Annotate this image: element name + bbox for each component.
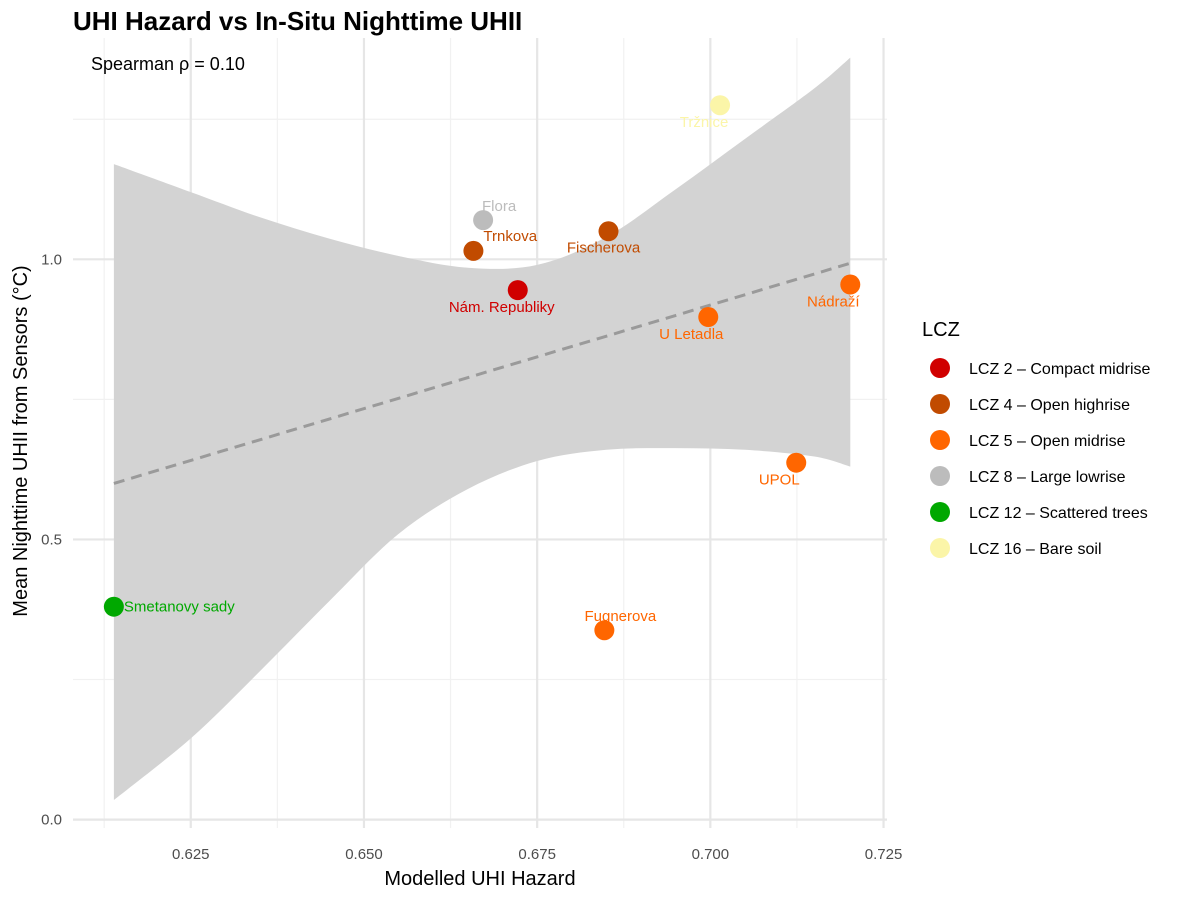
data-point (507, 280, 528, 301)
point-label: Trnkova (483, 228, 537, 245)
point-label: Fugnerova (584, 608, 656, 625)
confidence-band (113, 57, 851, 801)
data-points: Smetanovy sady Trnkova Flora Nám. Republiky… (103, 95, 861, 641)
data-point (698, 307, 719, 328)
data-point (594, 620, 615, 641)
data-point (473, 210, 494, 231)
legend-item-label: LCZ 4 – Open highrise (969, 397, 1130, 414)
chart-title: UHI Hazard vs In-Situ Nighttime UHII (73, 6, 522, 36)
legend-item-label: LCZ 12 – Scattered trees (969, 505, 1148, 522)
point-label: Nádraží (807, 294, 860, 311)
spearman-annotation: Spearman ρ = 0.10 (91, 54, 245, 74)
point-label: Nám. Republiky (449, 299, 555, 316)
x-tick-label: 0.725 (865, 846, 903, 863)
legend-swatch (930, 358, 950, 378)
legend-swatch (930, 394, 950, 414)
data-point (103, 596, 124, 617)
y-tick-label: 1.0 (41, 251, 62, 268)
legend-swatch (930, 502, 950, 522)
legend-swatch (930, 430, 950, 450)
point-label: UPOL (759, 472, 800, 489)
y-tick-label: 0.5 (41, 531, 62, 548)
data-point (710, 95, 731, 116)
x-tick-label: 0.700 (692, 846, 730, 863)
y-tick-label: 0.0 (41, 812, 62, 829)
point-label: U Letadla (659, 326, 724, 343)
point-label: Smetanovy sady (124, 599, 235, 616)
data-point (840, 274, 861, 295)
x-tick-label: 0.650 (345, 846, 383, 863)
legend-item-label: LCZ 8 – Large lowrise (969, 469, 1126, 486)
legend-title: LCZ (922, 319, 960, 341)
legend-swatch (930, 466, 950, 486)
x-axis-label: Modelled UHI Hazard (384, 868, 575, 890)
y-axis-label: Mean Nighttime UHII from Sensors (°C) (10, 265, 32, 616)
data-point (786, 452, 807, 473)
trend-line (113, 261, 851, 485)
point-label: Flora (482, 198, 517, 215)
data-point (463, 240, 484, 261)
legend-item-label: LCZ 2 – Compact midrise (969, 361, 1150, 378)
legend-swatch (930, 538, 950, 558)
x-tick-label: 0.675 (518, 846, 556, 863)
legend-item-label: LCZ 5 – Open midrise (969, 433, 1126, 450)
data-point (598, 221, 619, 242)
point-label: Fischerova (567, 239, 641, 256)
axis-ticks: 0.625 0.650 0.675 0.700 0.725 0.0 0.5 1.0 (41, 251, 902, 863)
x-tick-label: 0.625 (172, 846, 210, 863)
legend-item-label: LCZ 16 – Bare soil (969, 541, 1102, 558)
legend: LCZ LCZ 2 – Compact midrise LCZ 4 – Open … (922, 319, 1150, 558)
point-label: Tržnice (680, 114, 729, 131)
